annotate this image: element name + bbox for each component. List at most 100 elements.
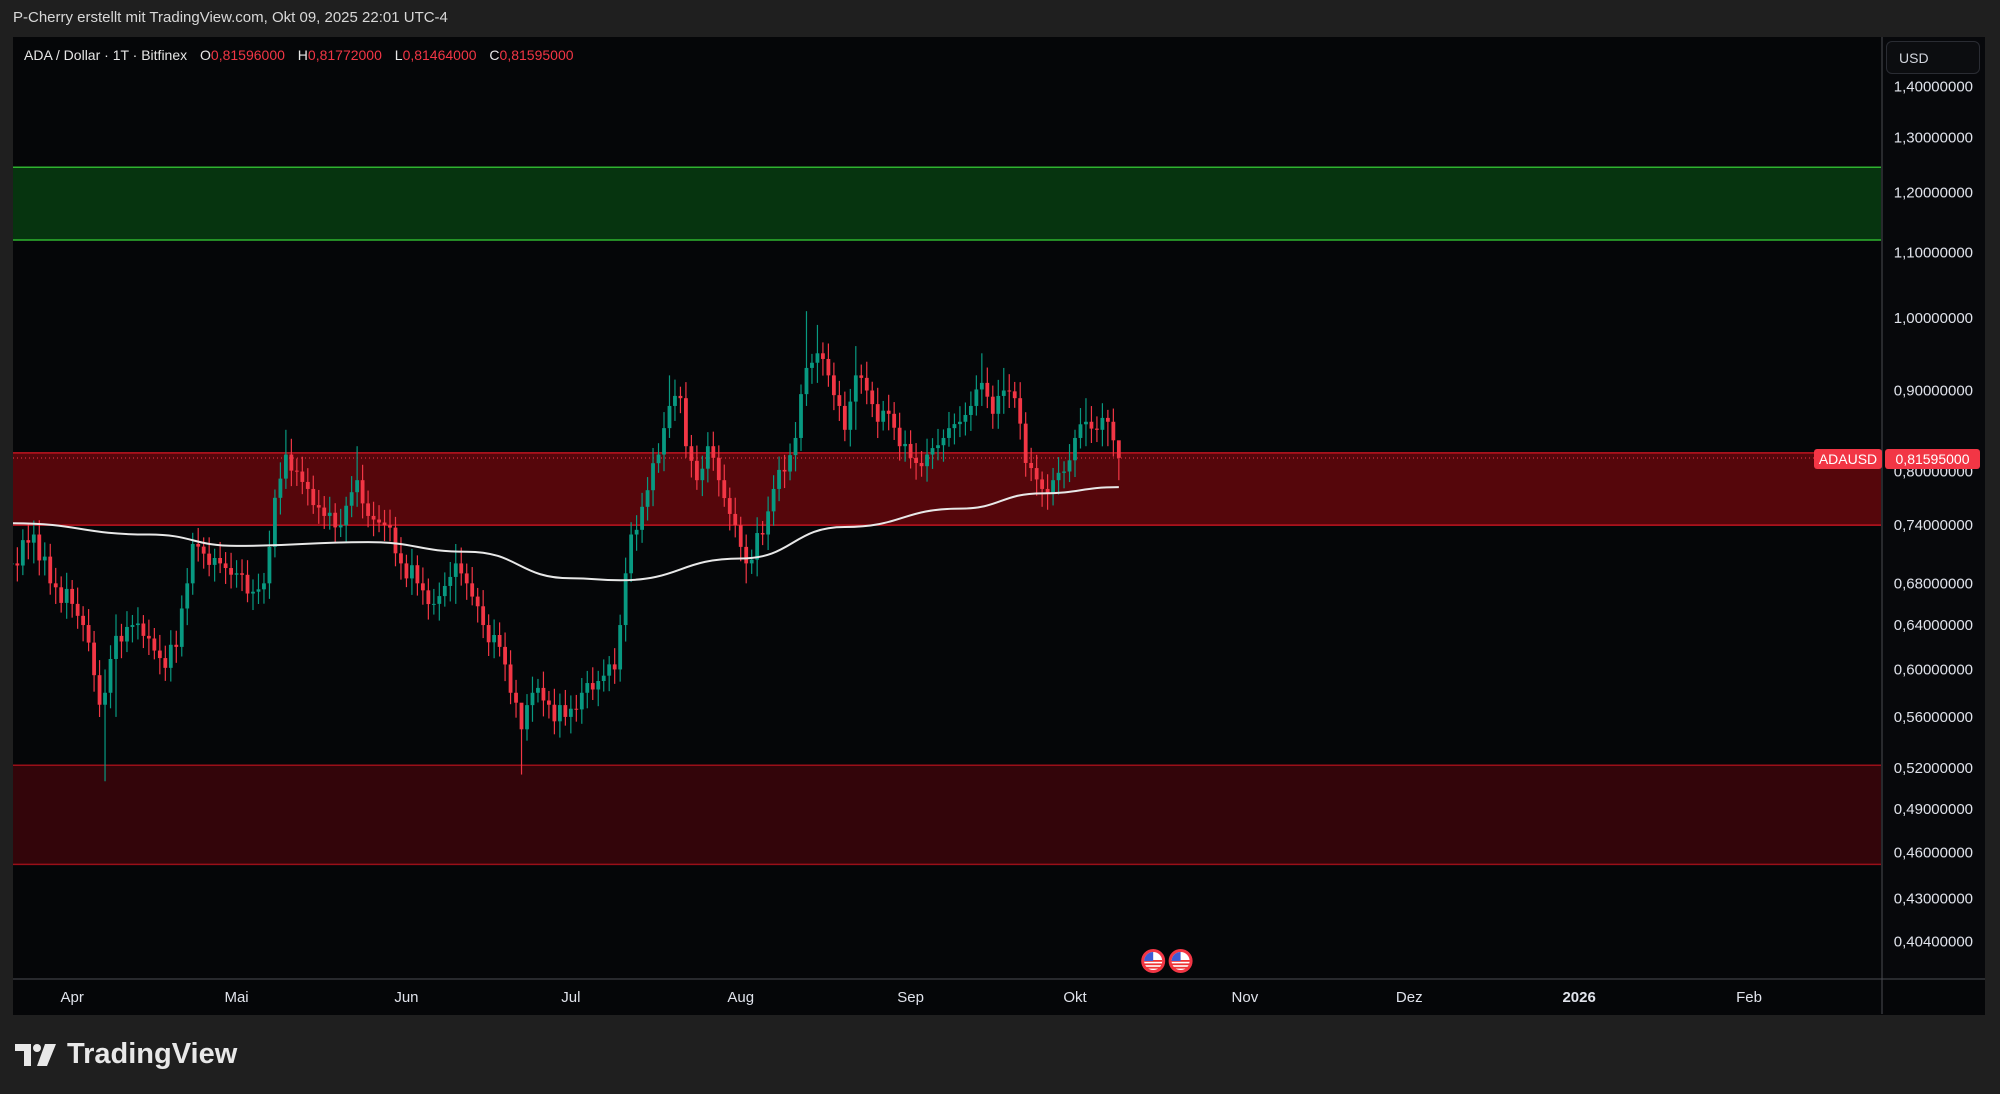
candle-body bbox=[218, 557, 223, 564]
candle-body bbox=[410, 565, 414, 579]
candle-body bbox=[601, 675, 606, 682]
tradingview-logo[interactable]: TradingView bbox=[15, 1038, 237, 1071]
candle-body bbox=[31, 534, 36, 543]
flag-canton bbox=[1144, 952, 1154, 961]
candle-body bbox=[1105, 417, 1110, 422]
candle-body bbox=[821, 353, 825, 359]
symbol-title: ADA / Dollar · 1T · Bitfinex bbox=[24, 47, 188, 63]
candle-body bbox=[629, 534, 634, 574]
candle-body bbox=[1034, 468, 1039, 480]
candle-body bbox=[114, 635, 118, 659]
candle-body bbox=[985, 382, 990, 397]
candle-body bbox=[13, 563, 14, 565]
candle-body bbox=[360, 480, 365, 504]
candle-body bbox=[859, 375, 864, 378]
candle-body bbox=[947, 428, 951, 438]
candle-body bbox=[311, 488, 316, 506]
candle-body bbox=[278, 478, 283, 498]
candle-body bbox=[678, 395, 683, 399]
candle-body bbox=[470, 583, 475, 597]
price-tick-label: 0,40400000 bbox=[1894, 934, 1973, 951]
candle-body bbox=[694, 460, 699, 481]
candle-body bbox=[864, 377, 869, 391]
candle-body bbox=[305, 481, 310, 489]
candle-body bbox=[563, 705, 568, 717]
candle-body bbox=[15, 563, 20, 566]
candle-body bbox=[64, 588, 69, 603]
candle-body bbox=[925, 454, 929, 467]
candle-body bbox=[86, 625, 91, 643]
candle-body bbox=[1073, 437, 1077, 461]
candle-body bbox=[579, 692, 584, 710]
candle-body bbox=[848, 401, 853, 430]
us-flag-event-icon[interactable] bbox=[1141, 949, 1166, 973]
candle-body bbox=[196, 544, 201, 547]
price-tick-label: 0,74000000 bbox=[1894, 517, 1973, 534]
candle-body bbox=[475, 596, 480, 607]
candle-body bbox=[327, 512, 332, 516]
zones bbox=[13, 166, 1881, 866]
candle-body bbox=[777, 469, 781, 489]
price-tick-label: 1,00000000 bbox=[1894, 310, 1973, 327]
candle-body bbox=[437, 596, 442, 604]
price-tick-label: 0,49000000 bbox=[1894, 801, 1973, 818]
candle-body bbox=[711, 446, 716, 458]
low-label: L bbox=[394, 47, 403, 63]
candle-body bbox=[245, 574, 250, 594]
candle-body bbox=[1089, 421, 1094, 429]
candle-body bbox=[234, 573, 239, 575]
price-tick-label: 0,90000000 bbox=[1894, 382, 1973, 399]
price-axis: 1,40000000 1,30000000 1,20000000 1,10000000… bbox=[1881, 37, 1985, 1014]
candle-body bbox=[771, 488, 776, 512]
candle-body bbox=[903, 443, 908, 447]
close-label: C bbox=[489, 47, 500, 63]
candle-body bbox=[426, 590, 431, 605]
time-tick-label: Mai bbox=[224, 989, 248, 1006]
time-axis: Apr Mai Jun Jul Aug Sep Okt Nov Dez 2026 Feb bbox=[13, 978, 1985, 1006]
candle-body bbox=[404, 563, 409, 579]
candle-body bbox=[185, 583, 190, 609]
candle-body bbox=[289, 454, 294, 471]
time-tick-label: Sep bbox=[897, 989, 924, 1006]
candle-body bbox=[136, 623, 140, 626]
candle-body bbox=[157, 650, 162, 659]
candle-body bbox=[1056, 472, 1061, 481]
candle-body bbox=[640, 506, 644, 530]
candle-body bbox=[75, 603, 80, 616]
candle-body bbox=[875, 404, 880, 422]
price-tick-label: 1,20000000 bbox=[1894, 185, 1973, 202]
candle-body bbox=[366, 503, 370, 516]
candle-body bbox=[645, 490, 650, 507]
candle-body bbox=[53, 583, 58, 588]
candle-body bbox=[1100, 417, 1105, 430]
us-flag-event-icon[interactable] bbox=[1168, 949, 1193, 973]
flag-canton bbox=[1171, 952, 1181, 961]
candle-body bbox=[464, 573, 469, 584]
candle-body bbox=[448, 576, 453, 586]
time-tick-label: Jul bbox=[561, 989, 580, 1006]
open-label: O bbox=[200, 47, 211, 63]
candle-body bbox=[415, 565, 420, 584]
candle-body bbox=[20, 540, 25, 566]
candle-body bbox=[612, 664, 617, 670]
close-value: 0,81595000 bbox=[499, 47, 574, 63]
candle-body bbox=[755, 533, 760, 560]
candle-body bbox=[749, 559, 754, 564]
currency-button[interactable]: USD bbox=[1886, 41, 1980, 74]
candle-body bbox=[420, 583, 425, 591]
candle-body bbox=[673, 395, 677, 406]
candle-body bbox=[930, 448, 935, 455]
candle-body bbox=[552, 704, 557, 722]
candle-body bbox=[1007, 390, 1012, 392]
candle-body bbox=[585, 683, 590, 693]
candle-body bbox=[486, 625, 491, 643]
high-value: 0,81772000 bbox=[307, 47, 382, 63]
candle-body bbox=[744, 546, 749, 564]
candle-body bbox=[892, 413, 897, 428]
candle-body bbox=[760, 533, 765, 535]
candle-body bbox=[651, 463, 655, 491]
candle-body bbox=[826, 358, 831, 376]
candle-body bbox=[996, 395, 1001, 414]
candle-body bbox=[333, 512, 338, 528]
